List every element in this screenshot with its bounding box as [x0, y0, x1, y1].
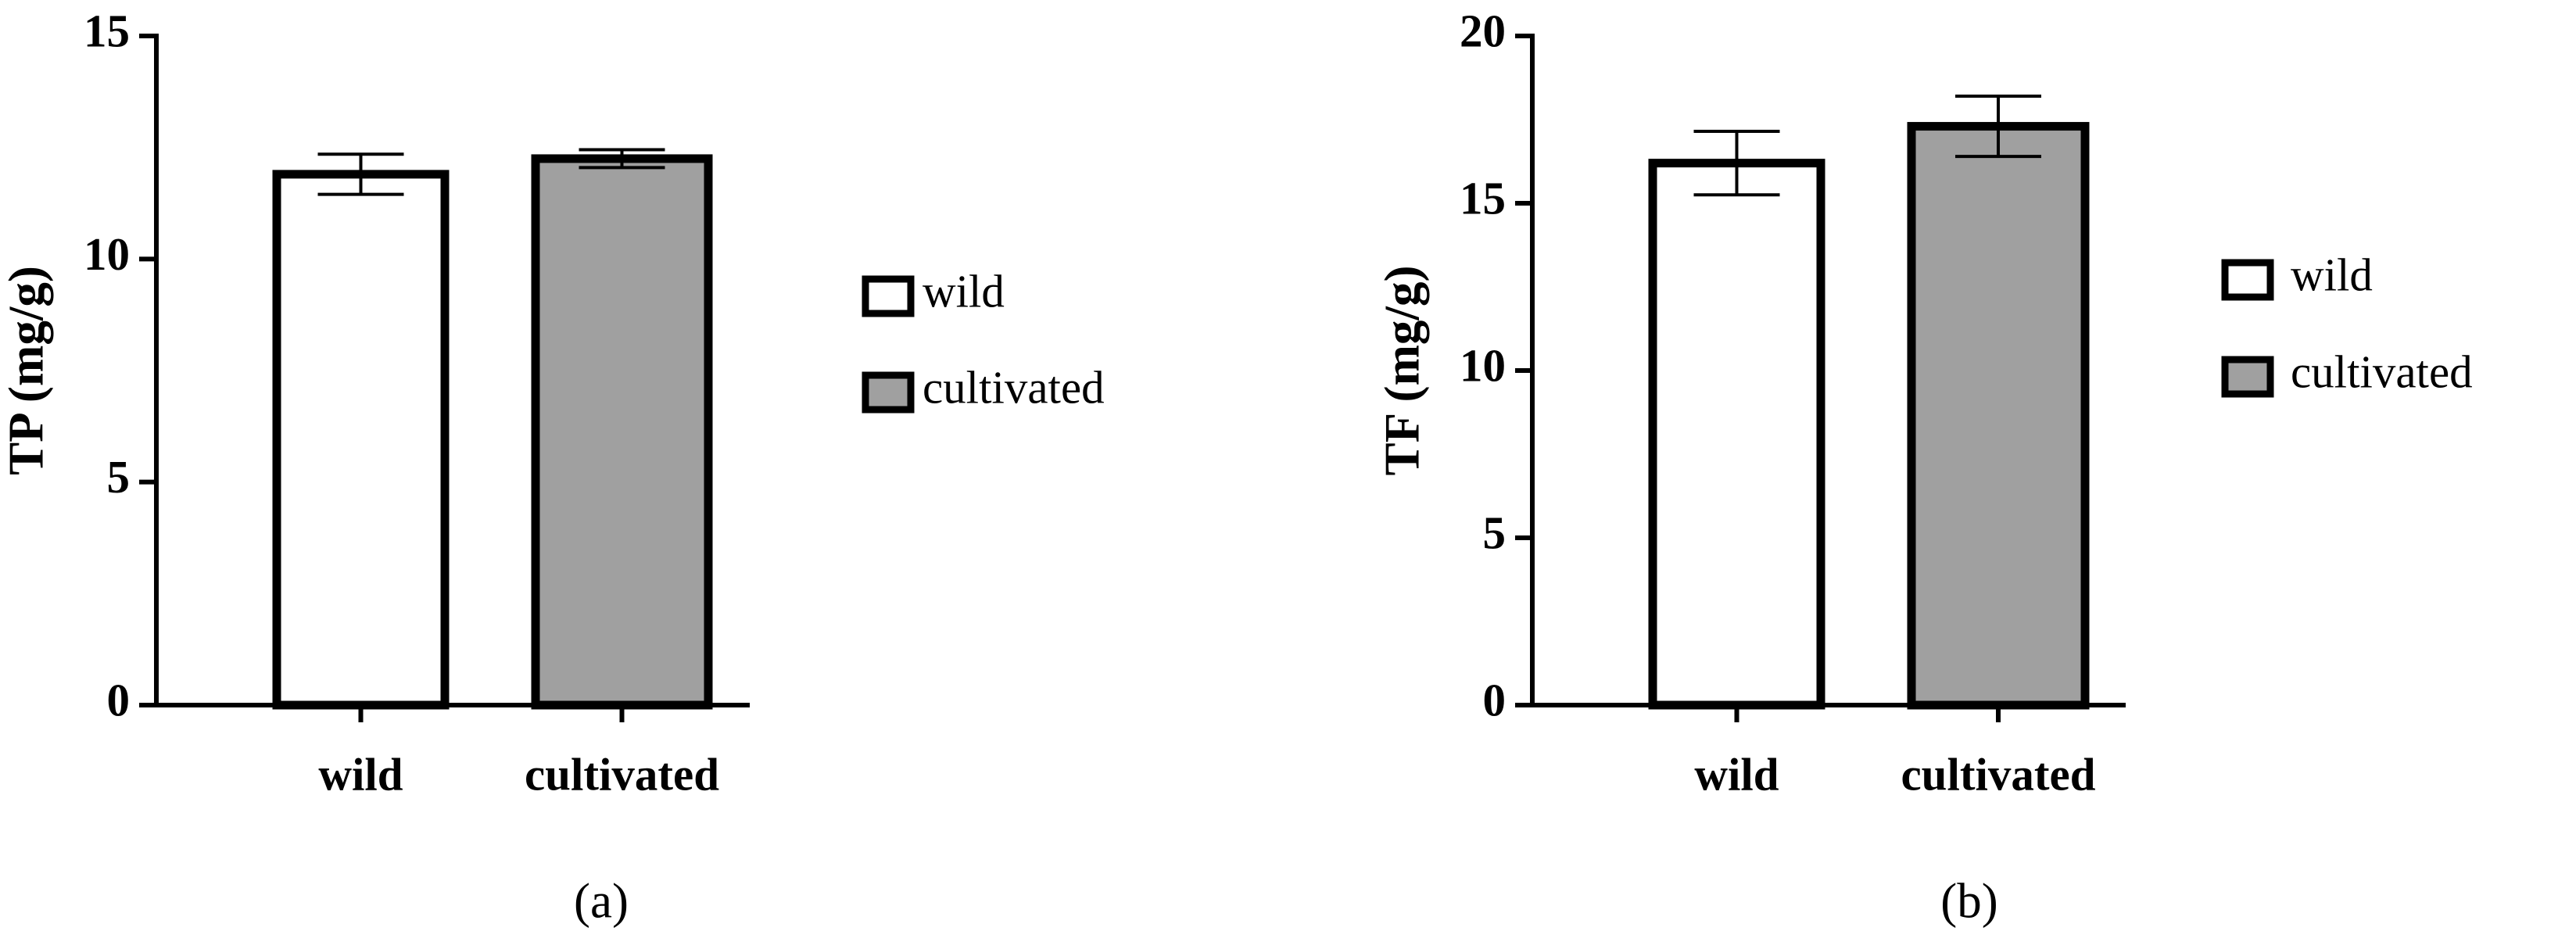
y-tick-label: 5	[1483, 507, 1507, 559]
y-tick-label: 10	[84, 228, 130, 280]
y-tick-label: 0	[107, 675, 131, 726]
legend-swatch	[862, 275, 915, 317]
legend-label: wild	[2291, 249, 2373, 301]
legend-swatch	[2221, 259, 2274, 301]
y-tick-label: 5	[107, 451, 131, 503]
bar	[272, 170, 450, 710]
panel-label: (a)	[574, 873, 629, 928]
legend-label: cultivated	[2291, 346, 2473, 398]
y-axis-title: TF (mg/g)	[1374, 266, 1429, 476]
x-tick-label: cultivated	[525, 749, 719, 800]
x-tick-label: cultivated	[1901, 749, 2095, 800]
x-tick-label: wild	[318, 749, 403, 800]
legend-label: cultivated	[923, 362, 1105, 414]
legend-swatch	[2221, 356, 2274, 398]
y-axis-title: TP (mg/g)	[0, 266, 53, 475]
legend-label: wild	[923, 266, 1005, 317]
y-tick-label: 20	[1460, 5, 1506, 57]
bar	[1907, 122, 2090, 710]
legend-swatch	[862, 371, 915, 414]
y-tick-label: 0	[1483, 675, 1507, 726]
y-tick-label: 15	[84, 5, 130, 57]
y-tick-label: 15	[1460, 173, 1506, 224]
y-tick-label: 10	[1460, 340, 1506, 392]
bar	[1648, 159, 1825, 710]
panel-label: (b)	[1940, 873, 1997, 928]
x-tick-label: wild	[1694, 749, 1779, 800]
bar	[531, 154, 713, 710]
